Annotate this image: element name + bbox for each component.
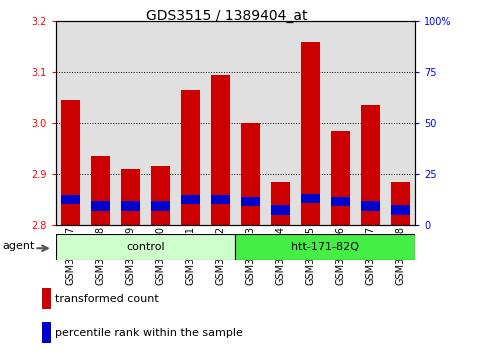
Bar	[270, 182, 290, 225]
Bar	[391, 205, 410, 215]
Bar	[211, 75, 230, 225]
Bar	[361, 105, 380, 225]
Bar	[42, 322, 51, 343]
Text: agent: agent	[3, 241, 35, 251]
Bar	[270, 205, 290, 215]
Bar	[181, 195, 200, 204]
Bar	[331, 131, 350, 225]
Bar	[211, 195, 230, 204]
Text: transformed count: transformed count	[56, 294, 159, 304]
Bar	[331, 197, 350, 206]
Bar	[151, 201, 170, 211]
Bar	[301, 194, 320, 203]
Bar	[42, 288, 51, 309]
Bar	[91, 156, 110, 225]
Bar	[91, 201, 110, 211]
Text: htt-171-82Q: htt-171-82Q	[291, 242, 359, 252]
Bar	[241, 197, 260, 206]
Bar	[301, 42, 320, 225]
Bar	[361, 201, 380, 211]
Bar	[181, 90, 200, 225]
Text: percentile rank within the sample: percentile rank within the sample	[56, 328, 243, 338]
Bar	[241, 123, 260, 225]
Bar	[61, 100, 80, 225]
Text: GDS3515 / 1389404_at: GDS3515 / 1389404_at	[146, 9, 308, 23]
Bar	[151, 166, 170, 225]
Bar	[236, 234, 415, 260]
Bar	[56, 234, 236, 260]
Bar	[121, 201, 140, 211]
Bar	[61, 195, 80, 204]
Text: control: control	[126, 242, 165, 252]
Bar	[391, 182, 410, 225]
Bar	[121, 169, 140, 225]
